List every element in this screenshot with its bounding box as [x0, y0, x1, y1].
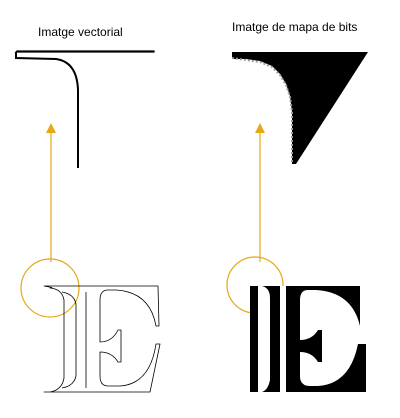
vector-zoom-arrow	[46, 123, 56, 262]
vector-serif-curve	[15, 52, 79, 168]
vector-panel-title: Imatge vectorial	[38, 25, 123, 39]
bitmap-zoom-arrow	[255, 123, 265, 262]
bitmap-serif-shape	[232, 52, 368, 164]
vector-zoom-circle	[20, 258, 80, 318]
bitmap-zoom-detail	[231, 52, 368, 164]
bitmap-letter-e	[250, 286, 366, 392]
vector-zoom-detail	[14, 50, 155, 168]
bitmap-panel-title: Imatge de mapa de bits	[232, 20, 358, 34]
vector-serif-corner-outline	[14, 50, 155, 53]
vector-letter-e	[43, 285, 161, 393]
